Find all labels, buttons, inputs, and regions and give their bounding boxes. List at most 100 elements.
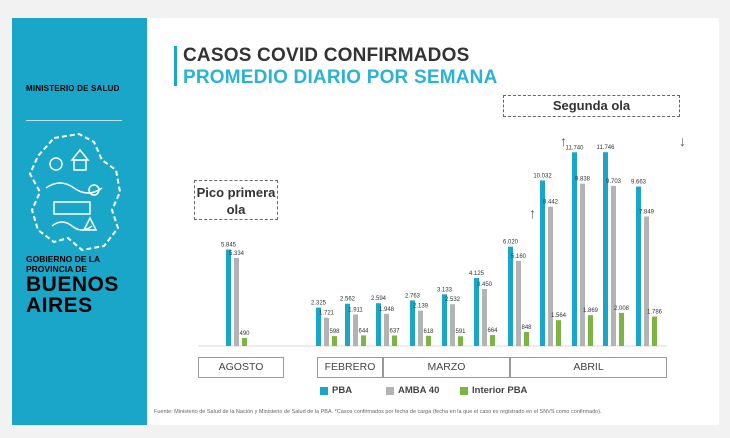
data-label-amba: 5.160: [511, 254, 527, 260]
legend-item-amba: AMBA 40: [386, 385, 439, 396]
bar-pba: [442, 294, 447, 346]
data-label-pba: 4.125: [469, 271, 485, 277]
bar-interior: [426, 335, 431, 346]
province-name: BUENOS AIRES: [26, 273, 119, 317]
legend-item-pba: PBA: [320, 385, 352, 396]
bar-pba: [316, 307, 321, 346]
data-label-amba: 9.703: [606, 179, 622, 185]
bar-pba: [376, 303, 381, 346]
bar-amba: [548, 206, 553, 346]
legend-label: PBA: [332, 385, 353, 396]
data-label-interior: 1.786: [647, 310, 663, 316]
bar-pba: [636, 186, 641, 346]
data-label-interior: 598: [329, 329, 340, 335]
bar-amba: [234, 257, 239, 346]
data-label-interior: 618: [423, 329, 434, 335]
growth-badge-17: 17%: [519, 133, 547, 148]
data-label-interior: 1.869: [583, 308, 599, 314]
data-label-amba: 9.838: [575, 177, 591, 183]
bar-amba: [482, 289, 487, 346]
source-footnote: Fuente: Ministerio de Salud de la Nación…: [154, 409, 602, 415]
legend-label: AMBA 40: [398, 385, 440, 396]
province-map-logo: [28, 132, 122, 252]
data-label-pba: 5.845: [221, 243, 237, 249]
bar-interior: [242, 337, 247, 346]
month-label-febrero: FEBRERO: [317, 357, 383, 378]
data-label-pba: 11.746: [597, 145, 616, 151]
sidebar-divider: [26, 120, 122, 121]
data-label-amba: 7.849: [639, 209, 655, 215]
data-label-pba: 2.594: [371, 296, 387, 302]
data-label-pba: 3.133: [437, 287, 453, 293]
data-label-amba: 1.721: [319, 311, 335, 317]
bar-pba: [508, 246, 513, 346]
page-title: CASOS COVID CONFIRMADOS: [183, 45, 470, 66]
bar-interior: [588, 315, 593, 346]
data-label-interior: 637: [389, 328, 400, 334]
bar-pba: [345, 303, 350, 346]
bar-interior: [652, 316, 657, 346]
bar-interior: [458, 336, 463, 346]
bar-pba: [226, 249, 231, 346]
bar-amba: [516, 260, 521, 346]
legend-label: Interior PBA: [472, 385, 528, 396]
bar-amba: [580, 183, 585, 346]
title-accent-bar: [174, 46, 177, 86]
second-wave-label: Segunda ola: [503, 95, 680, 117]
data-label-pba: 2.562: [340, 297, 356, 303]
data-label-interior: 591: [455, 329, 466, 335]
legend-swatch: [460, 386, 468, 395]
data-label-interior: 490: [239, 331, 250, 337]
bar-amba: [384, 313, 389, 346]
data-label-amba: 1.948: [379, 307, 395, 313]
bar-interior: [490, 335, 495, 346]
data-label-amba: 2.532: [445, 297, 461, 303]
legend-swatch: [386, 386, 394, 395]
arrow-up-icon: ↑: [560, 133, 567, 149]
data-label-amba: 2.139: [413, 304, 429, 310]
bar-pba: [572, 152, 577, 346]
ministry-label: MINISTERIO DE SALUD: [26, 84, 120, 93]
government-label: GOBIERNO DE LA PROVINCIA DE: [26, 254, 100, 274]
bar-interior: [361, 335, 366, 346]
bar-pba: [474, 277, 479, 346]
month-label-agosto: AGOSTO: [198, 357, 284, 378]
bar-interior: [332, 336, 337, 346]
bar-amba: [324, 317, 329, 346]
month-label-marzo: MARZO: [383, 357, 510, 378]
bar-amba: [353, 314, 358, 346]
bar-amba: [644, 216, 649, 346]
bar-interior: [524, 332, 529, 346]
sidebar: [12, 18, 147, 425]
data-label-interior: 848: [521, 325, 532, 331]
data-label-interior: 1.564: [551, 313, 567, 319]
legend-item-interior: Interior PBA: [460, 385, 527, 396]
arrow-up-icon: ↑: [529, 205, 536, 221]
data-label-amba: 1.911: [348, 307, 363, 313]
data-label-pba: 10.032: [533, 173, 552, 179]
bar-amba: [450, 304, 455, 346]
data-label-pba: 9.663: [631, 180, 647, 186]
data-label-pba: 11.740: [566, 145, 585, 151]
bar-pba: [410, 300, 415, 346]
arrow-down-icon: ↓: [679, 133, 686, 149]
bar-amba: [418, 310, 423, 346]
decline-badge-18: 18%: [639, 133, 667, 148]
data-label-pba: 2.325: [311, 301, 327, 307]
bar-pba: [603, 152, 608, 346]
data-label-amba: 8.442: [543, 200, 559, 206]
month-label-abril: ABRIL: [510, 357, 667, 378]
growth-badge-67: 67%: [490, 205, 518, 220]
bar-amba: [611, 185, 616, 346]
data-label-interior: 664: [487, 328, 498, 334]
legend-swatch: [320, 386, 328, 395]
data-label-interior: 2.008: [614, 306, 630, 312]
bar-interior: [392, 335, 397, 346]
bar-interior: [556, 320, 561, 346]
data-label-pba: 6.020: [503, 240, 519, 246]
first-wave-peak-label: Pico primera ola: [194, 180, 278, 220]
data-label-interior: 644: [358, 328, 369, 334]
bar-pba: [540, 180, 545, 346]
page-subtitle: PROMEDIO DIARIO POR SEMANA: [183, 67, 498, 88]
